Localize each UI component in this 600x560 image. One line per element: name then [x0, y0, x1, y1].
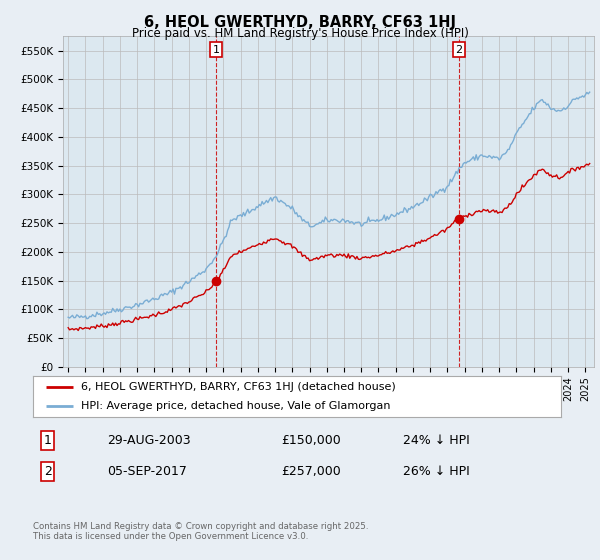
Text: 24% ↓ HPI: 24% ↓ HPI — [403, 434, 469, 447]
Text: 05-SEP-2017: 05-SEP-2017 — [107, 465, 187, 478]
Text: £150,000: £150,000 — [281, 434, 341, 447]
Text: 6, HEOL GWERTHYD, BARRY, CF63 1HJ (detached house): 6, HEOL GWERTHYD, BARRY, CF63 1HJ (detac… — [80, 382, 395, 393]
Text: Price paid vs. HM Land Registry's House Price Index (HPI): Price paid vs. HM Land Registry's House … — [131, 27, 469, 40]
Text: 1: 1 — [44, 434, 52, 447]
Text: 2: 2 — [455, 45, 463, 55]
Text: 26% ↓ HPI: 26% ↓ HPI — [403, 465, 469, 478]
Text: 2: 2 — [44, 465, 52, 478]
Text: Contains HM Land Registry data © Crown copyright and database right 2025.
This d: Contains HM Land Registry data © Crown c… — [33, 522, 368, 542]
Text: £257,000: £257,000 — [281, 465, 341, 478]
Text: 1: 1 — [212, 45, 220, 55]
Text: 29-AUG-2003: 29-AUG-2003 — [107, 434, 191, 447]
Text: 6, HEOL GWERTHYD, BARRY, CF63 1HJ: 6, HEOL GWERTHYD, BARRY, CF63 1HJ — [144, 15, 456, 30]
Text: HPI: Average price, detached house, Vale of Glamorgan: HPI: Average price, detached house, Vale… — [80, 401, 390, 411]
